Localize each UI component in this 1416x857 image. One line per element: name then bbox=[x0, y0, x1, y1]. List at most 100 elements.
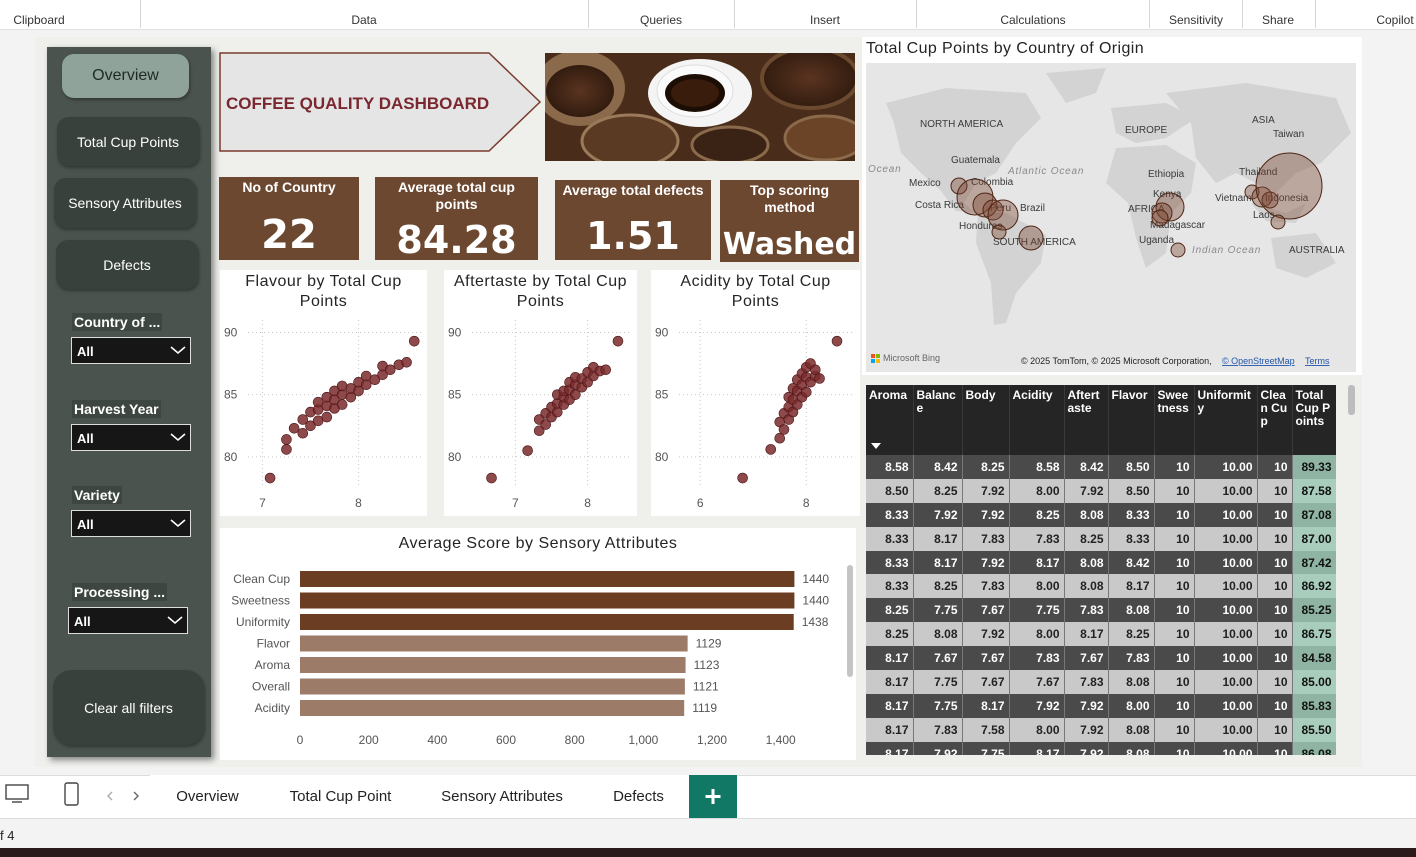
kpi-card: Average total cup points 84.28 bbox=[375, 177, 538, 262]
dropdown-chevron bbox=[170, 346, 186, 355]
mobile-icon[interactable] bbox=[64, 782, 79, 806]
clear-filters-button[interactable]: Clear all filters bbox=[53, 670, 204, 745]
table-cell: 8.58 bbox=[866, 455, 914, 479]
table-cell: 10.00 bbox=[1194, 478, 1258, 503]
chart-title: Aftertaste by Total Cup Points bbox=[453, 273, 628, 310]
data-label: 1440 bbox=[802, 572, 829, 586]
map-panel: Total Cup Points by Country of Origin Mi… bbox=[862, 37, 1362, 375]
table-row: 8.25 7.75 7.67 7.75 7.83 8.08 10 10.00 10 85.25 bbox=[866, 598, 1336, 623]
prev-icon[interactable] bbox=[107, 791, 113, 801]
add-page-button[interactable] bbox=[689, 775, 737, 818]
map-bubble bbox=[1151, 209, 1169, 227]
title-banner: COFFEE QUALITY DASHBOARD bbox=[219, 52, 542, 152]
map-label: ASIA bbox=[1252, 115, 1275, 126]
bing-logo bbox=[871, 354, 880, 363]
table-cell: 7.75 bbox=[962, 741, 1010, 755]
sort-indicator[interactable] bbox=[871, 443, 881, 449]
kpi-card: No of Country 22 bbox=[219, 177, 359, 260]
filter-dropdown[interactable]: All bbox=[71, 424, 191, 451]
filter-dropdown[interactable]: All bbox=[68, 607, 188, 634]
table-cell: 7.58 bbox=[962, 717, 1010, 742]
map-label: NORTH AMERICA bbox=[920, 119, 1003, 130]
x-tick-label: 8 bbox=[355, 496, 362, 510]
table-cell: 7.75 bbox=[913, 693, 963, 718]
x-tick-label: 200 bbox=[359, 733, 379, 747]
scrollbar[interactable] bbox=[1348, 385, 1355, 415]
table-cell: 10.00 bbox=[1194, 574, 1258, 599]
scatter-chart: 80 85 90 7 8 bbox=[448, 320, 631, 510]
table-cell: 10.00 bbox=[1194, 598, 1258, 623]
bar-chart: Clean Cup 1440 Sweetness 1440 Uniformity 1438… bbox=[231, 565, 853, 747]
chart-panel: 80 85 90 6 8 Acidity by Total Cup Points bbox=[651, 270, 860, 516]
next-icon[interactable] bbox=[133, 791, 139, 801]
table-row: 8.17 7.75 8.17 7.92 7.92 8.00 10 10.00 10 85.83 bbox=[866, 693, 1336, 718]
page-tab[interactable]: Defects bbox=[588, 775, 690, 818]
table-cell: 7.83 bbox=[1108, 646, 1155, 671]
nav-button[interactable]: Total Cup Points bbox=[57, 117, 199, 166]
table-cell: 7.92 bbox=[1064, 741, 1109, 755]
y-tick-label: Acidity bbox=[255, 701, 290, 715]
x-tick-label: 400 bbox=[427, 733, 447, 747]
desktop-icon[interactable] bbox=[5, 784, 29, 800]
table-cell: 8.08 bbox=[1108, 598, 1155, 623]
page-tab[interactable]: Total Cup Point bbox=[265, 775, 417, 818]
map-bubble bbox=[1255, 152, 1323, 220]
table-cell: 7.92 bbox=[913, 502, 963, 527]
table-cell: 87.00 bbox=[1292, 526, 1336, 551]
map-label: Vietnam bbox=[1215, 193, 1252, 204]
filter-label: Country of ... bbox=[72, 313, 163, 331]
table-cell: 10.00 bbox=[1194, 622, 1258, 647]
table-cell: 7.83 bbox=[962, 526, 1010, 551]
kpi-card: Average total defects 1.51 bbox=[555, 180, 711, 260]
filter-dropdown[interactable]: All bbox=[71, 337, 191, 364]
table-cell: 8.33 bbox=[1108, 526, 1155, 551]
ribbon-separator bbox=[734, 0, 735, 28]
map-label: Honduras bbox=[959, 221, 1002, 232]
scatter-point bbox=[778, 424, 790, 435]
page-tab[interactable]: Sensory Attributes bbox=[416, 775, 589, 818]
table-cell: 7.67 bbox=[962, 598, 1010, 623]
table-cell: 7.67 bbox=[1009, 670, 1065, 694]
chart-panel: 80 85 90 7 8 Flavour by Total Cup Points bbox=[220, 270, 427, 516]
dashboard-title: COFFEE QUALITY DASHBOARD bbox=[226, 94, 489, 113]
table-cell: 7.92 bbox=[962, 502, 1010, 527]
ribbon-separator bbox=[588, 0, 589, 28]
ribbon-group-label: Share bbox=[1261, 13, 1295, 27]
column-header: Sweetness bbox=[1154, 385, 1195, 455]
table-cell: 10.00 bbox=[1194, 741, 1258, 755]
y-tick-label: 90 bbox=[655, 325, 669, 339]
table-cell: 10 bbox=[1154, 622, 1195, 647]
table-cell: 10 bbox=[1257, 574, 1293, 599]
table-cell: 87.58 bbox=[1292, 478, 1336, 503]
map-label: Costa Rica bbox=[915, 200, 964, 211]
nav-button[interactable]: Sensory Attributes bbox=[54, 178, 196, 228]
dropdown-chevron bbox=[167, 616, 183, 625]
ribbon-separator bbox=[1149, 0, 1150, 28]
table-cell: 8.17 bbox=[913, 550, 963, 575]
y-tick-label: Flavor bbox=[257, 637, 290, 651]
nav-button[interactable]: Overview bbox=[62, 54, 189, 98]
nav-button[interactable]: Defects bbox=[56, 240, 198, 289]
scatter-point bbox=[809, 364, 821, 376]
map-link[interactable]: Terms bbox=[1305, 356, 1330, 366]
table-cell: 10 bbox=[1154, 670, 1195, 694]
bar bbox=[300, 678, 685, 695]
y-tick-label: 80 bbox=[655, 450, 669, 464]
page-tab[interactable]: Overview bbox=[150, 775, 266, 821]
table: Aroma Balance Body Acidity Aftertaste Flavor S… bbox=[866, 385, 1336, 755]
y-tick-label: Overall bbox=[252, 680, 290, 694]
table-cell: 8.17 bbox=[866, 646, 914, 671]
table-cell: 8.17 bbox=[866, 693, 914, 718]
table-cell: 8.25 bbox=[866, 622, 914, 647]
map-link[interactable]: © OpenStreetMap bbox=[1222, 356, 1295, 366]
table-cell: 8.33 bbox=[866, 502, 914, 527]
filter-dropdown[interactable]: All bbox=[71, 510, 191, 537]
table-cell: 8.50 bbox=[866, 478, 914, 503]
table-cell: 10 bbox=[1257, 455, 1293, 479]
table-cell: 7.83 bbox=[1064, 598, 1109, 623]
table-cell: 10 bbox=[1257, 693, 1293, 718]
table-cell: 8.08 bbox=[1064, 550, 1109, 575]
table-cell: 7.92 bbox=[962, 478, 1010, 503]
ribbon-group-label: Queries bbox=[639, 13, 683, 27]
